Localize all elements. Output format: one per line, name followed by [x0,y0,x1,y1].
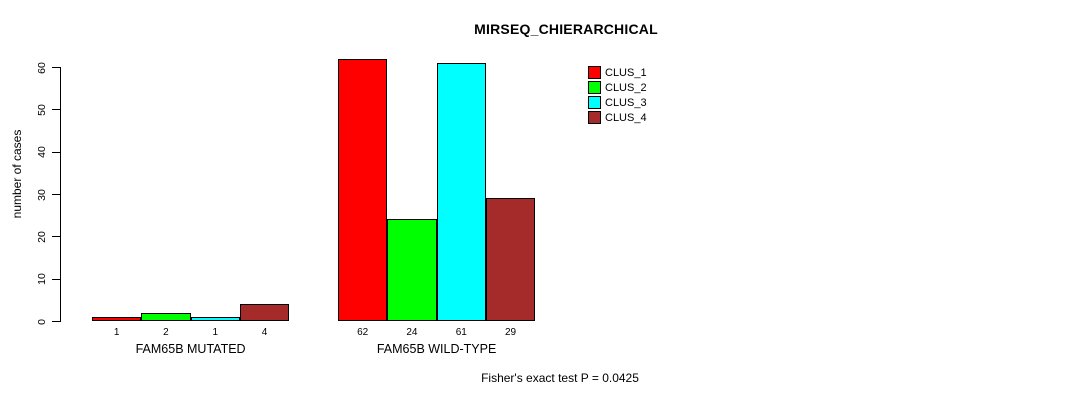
legend-label-clus_3: CLUS_3 [605,97,647,109]
chart-title: MIRSEQ_CHIERARCHICAL [474,21,658,37]
y-axis-tick [52,109,60,111]
bar-value-label: 1 [113,327,120,338]
legend-label-clus_4: CLUS_4 [605,112,647,124]
bar-clus_1 [92,316,142,321]
legend-swatch-clus_3 [588,96,601,109]
y-axis-tick [52,194,60,195]
annotation-text: Fisher's exact test P = 0.0425 [481,371,639,385]
y-axis-tick-label: 10 [36,273,48,285]
bar-clus_4 [239,304,290,321]
legend-label-clus_2: CLUS_2 [605,82,647,94]
legend-swatch-clus_2 [588,81,601,94]
legend-swatch-clus_1 [588,66,601,79]
y-axis-tick-label: 40 [36,146,48,158]
bar-value-label: 2 [163,327,169,338]
y-axis-tick-label: 30 [36,188,48,201]
y-axis-tick-label: 20 [36,230,48,243]
legend-swatch-clus_4 [588,111,601,124]
bar-clus_2 [387,219,437,321]
bar-value-label: 61 [455,327,467,338]
y-axis-tick [52,236,60,238]
bar-clus_3 [190,316,240,321]
group-label: FAM65B WILD-TYPE [376,342,497,356]
y-axis-tick-label: 0 [36,318,48,325]
group-label: FAM65B MUTATED [135,342,246,356]
bar-clus_3 [436,62,486,321]
y-axis-tick [52,321,60,322]
bar-clus_1 [338,58,388,321]
bar-clus_4 [485,198,536,321]
bar-value-label: 24 [406,327,418,338]
y-axis-line [60,67,61,322]
y-axis-label: number of cases [10,129,24,219]
y-axis-tick [52,67,60,68]
y-axis-tick-label: 60 [36,61,48,74]
bar-clus_2 [141,312,191,321]
legend-label-clus_1: CLUS_1 [605,67,647,79]
y-axis-tick [52,151,60,153]
y-axis-tick [52,278,60,280]
bar-value-label: 62 [357,327,369,338]
bar-value-label: 1 [212,327,219,338]
bar-value-label: 29 [504,327,517,338]
y-axis-tick-label: 50 [36,103,48,116]
bar-value-label: 4 [261,327,268,338]
